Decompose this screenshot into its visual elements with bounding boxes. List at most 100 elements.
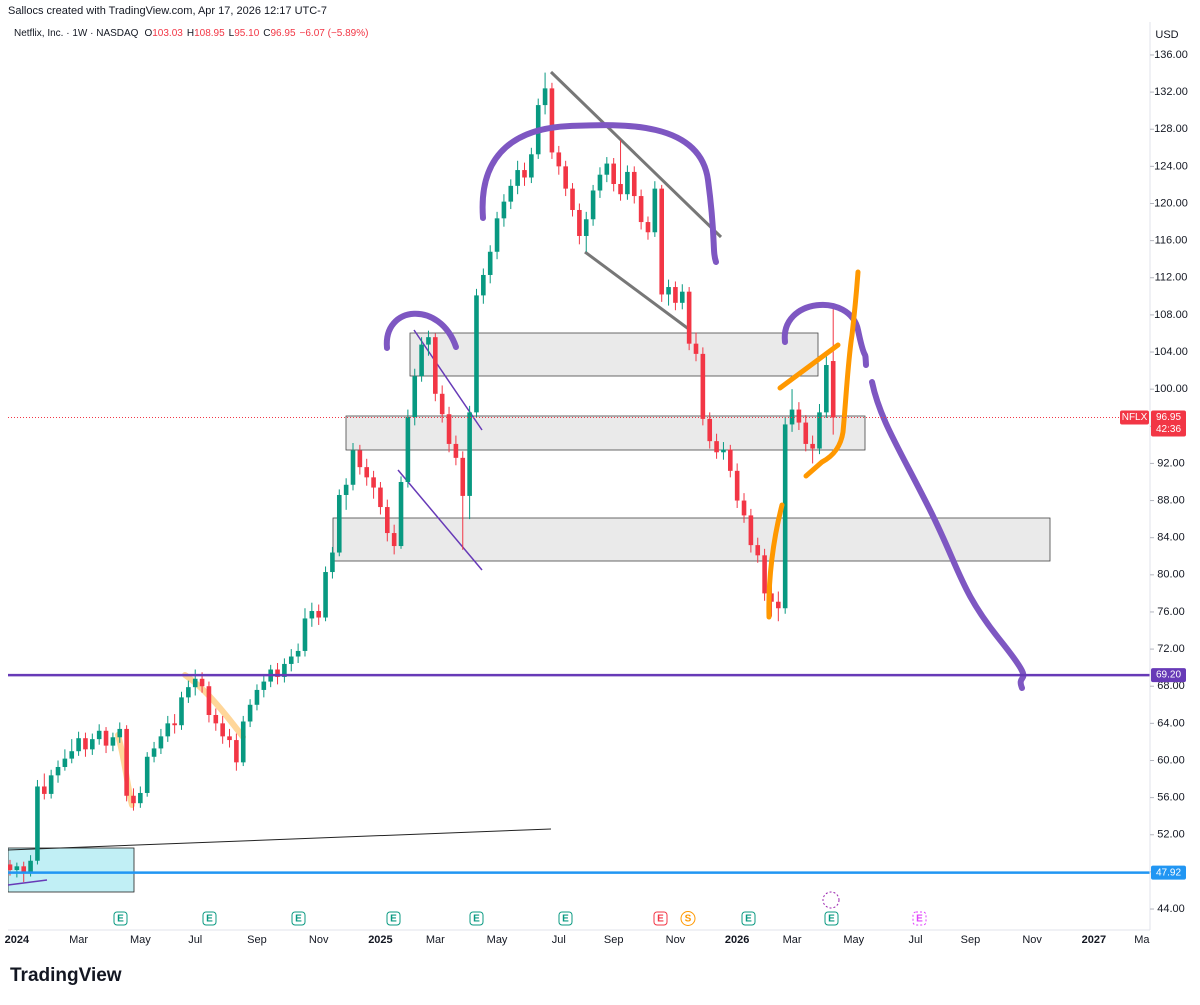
x-tick-label: Jul bbox=[908, 934, 922, 946]
zone-box bbox=[345, 415, 866, 451]
x-tick-label: May bbox=[130, 934, 151, 946]
candle-body bbox=[618, 183, 623, 195]
orange-drawing bbox=[777, 342, 841, 391]
candle-body bbox=[199, 678, 205, 687]
orange-drawing bbox=[803, 269, 861, 479]
channel-line bbox=[549, 70, 723, 239]
x-tick-label: Nov bbox=[666, 934, 686, 946]
candle-body bbox=[824, 365, 829, 413]
x-tick-label: Sep bbox=[604, 934, 624, 946]
event-badge bbox=[291, 911, 306, 926]
x-tick-label: Mar bbox=[783, 934, 802, 946]
event-badge bbox=[912, 911, 927, 926]
countdown-label: 42:36 bbox=[1156, 424, 1181, 435]
candle-body bbox=[625, 171, 630, 195]
candle-body bbox=[611, 163, 616, 184]
candle-body bbox=[522, 170, 527, 178]
y-tick-label: 104.00 bbox=[1154, 346, 1188, 358]
candle-body bbox=[645, 222, 651, 233]
event-label: E bbox=[745, 914, 752, 925]
y-tick-label: 116.00 bbox=[1155, 235, 1188, 247]
candle-body bbox=[515, 170, 520, 186]
candle-body bbox=[590, 190, 596, 220]
zone-box bbox=[8, 847, 135, 893]
y-tick-label: 52.00 bbox=[1157, 829, 1185, 841]
trend-line bbox=[8, 879, 48, 886]
ohlc-value: 108.95 bbox=[194, 28, 225, 39]
channel-line bbox=[584, 250, 691, 332]
symbol-badge bbox=[1120, 410, 1149, 425]
candle-body bbox=[323, 572, 328, 618]
price-badge bbox=[1151, 410, 1186, 437]
candle-body bbox=[638, 196, 644, 223]
candle-body bbox=[275, 669, 280, 677]
candle-body bbox=[666, 287, 671, 295]
y-tick-label: 84.00 bbox=[1157, 532, 1185, 544]
price-level-badge bbox=[1151, 865, 1186, 880]
candle-body bbox=[186, 687, 191, 698]
candle-body bbox=[419, 344, 424, 377]
candle-body bbox=[158, 736, 164, 749]
candle-body bbox=[762, 555, 767, 594]
trend-line bbox=[397, 469, 483, 571]
y-tick-label: 60.00 bbox=[1157, 754, 1185, 766]
candle-body bbox=[35, 786, 40, 861]
candle-body bbox=[261, 681, 267, 690]
y-tick-label: 68.00 bbox=[1157, 680, 1185, 692]
candle-body bbox=[110, 737, 116, 746]
candle-body bbox=[631, 171, 637, 197]
orange-drawing bbox=[766, 502, 785, 620]
candle-body bbox=[124, 728, 129, 796]
candle-body bbox=[48, 775, 54, 794]
candle-body bbox=[467, 412, 472, 496]
events: E E E E E E E S E E E bbox=[113, 891, 927, 926]
candle-body bbox=[42, 786, 47, 794]
event-label: E bbox=[206, 914, 213, 925]
candle-body bbox=[76, 738, 81, 752]
candle-body bbox=[69, 751, 75, 759]
annotations bbox=[8, 122, 1150, 874]
y-tick-label: 120.00 bbox=[1154, 197, 1188, 209]
y-tick-label: 132.00 bbox=[1154, 86, 1188, 98]
candle-body bbox=[673, 287, 678, 303]
x-tick-label: Sep bbox=[247, 934, 267, 946]
ohlc-letter: O bbox=[144, 28, 152, 39]
y-tick-label: 76.00 bbox=[1157, 606, 1185, 618]
candle-body bbox=[776, 601, 781, 609]
candle-body bbox=[652, 188, 658, 233]
candle-body bbox=[529, 154, 534, 178]
x-tick-label: Jul bbox=[188, 934, 202, 946]
candle-body bbox=[206, 686, 212, 715]
candle-body bbox=[378, 487, 383, 508]
y-tick-label: 136.00 bbox=[1154, 49, 1188, 61]
price-level-label: 47.92 bbox=[1156, 867, 1181, 878]
x-tick-label: Nov bbox=[309, 934, 329, 946]
candle-body bbox=[433, 337, 438, 394]
candle-body bbox=[426, 337, 431, 345]
event-label: E bbox=[828, 914, 835, 925]
x-tick-label: Ma bbox=[1134, 934, 1150, 946]
event-badge bbox=[469, 911, 484, 926]
candle-body bbox=[117, 728, 123, 738]
candle-body bbox=[508, 185, 514, 202]
x-tick-label: Jul bbox=[552, 934, 566, 946]
event-badge bbox=[202, 911, 217, 926]
candle-body bbox=[583, 219, 589, 236]
candle-body bbox=[755, 545, 761, 556]
candle-body bbox=[247, 704, 253, 722]
change: −6.07 (−5.89%) bbox=[300, 28, 369, 39]
candle-body bbox=[371, 477, 376, 488]
legend: Netflix, Inc. · 1W · NASDAQ O103.03 H108.9… bbox=[14, 28, 368, 39]
candle-body bbox=[282, 663, 287, 677]
candle-body bbox=[563, 166, 568, 189]
candle-body bbox=[714, 441, 719, 453]
ohlc-letter: H bbox=[187, 28, 194, 39]
candle-body bbox=[172, 723, 177, 726]
candle-body bbox=[659, 188, 664, 295]
candle-body bbox=[446, 414, 452, 444]
x-tick-label: May bbox=[487, 934, 508, 946]
event-label: E bbox=[657, 914, 664, 925]
event-label: E bbox=[916, 914, 923, 925]
